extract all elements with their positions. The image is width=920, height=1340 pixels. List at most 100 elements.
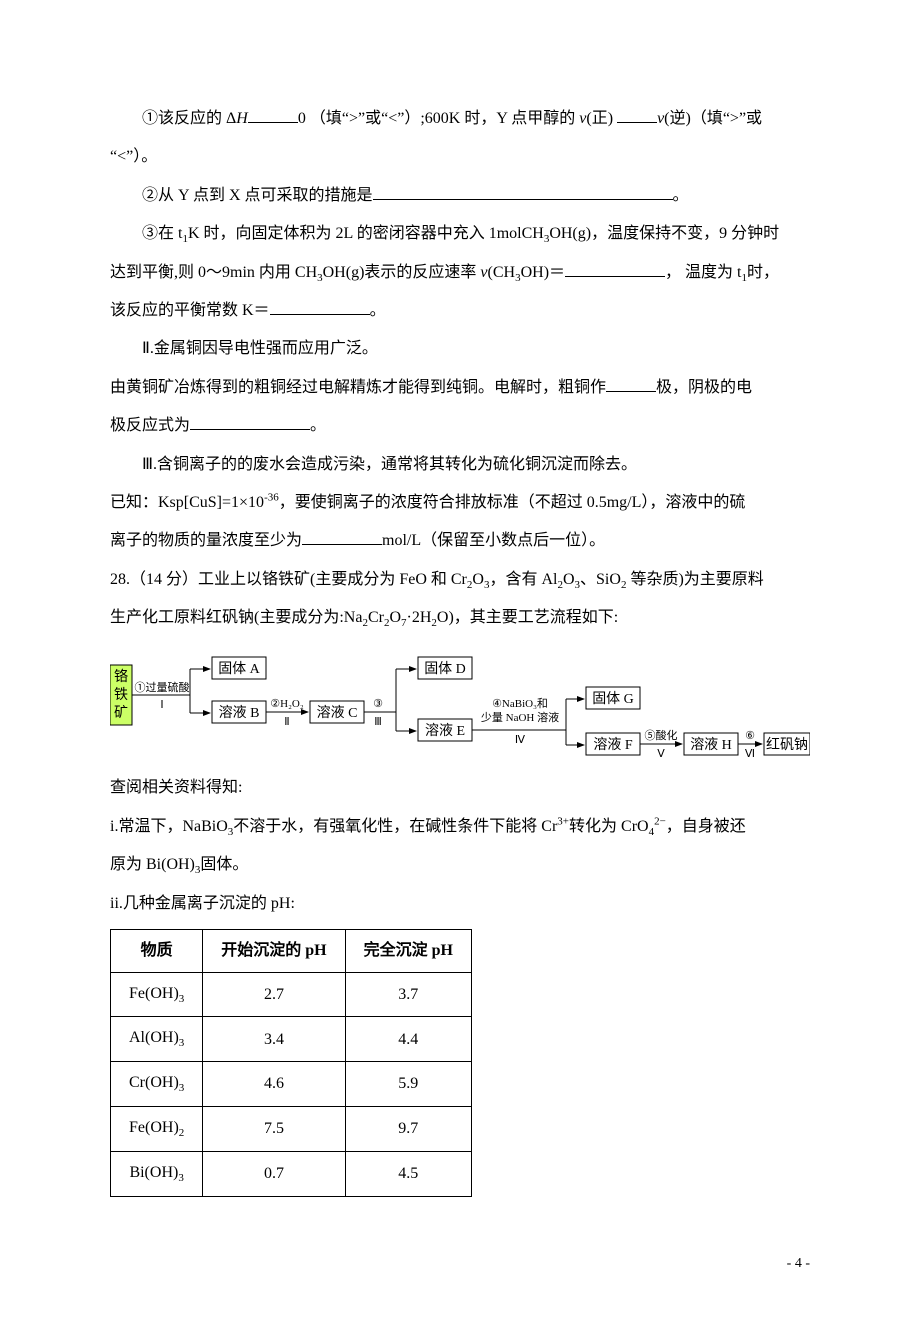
end-ph-cell: 4.5 [345,1151,471,1196]
text: 。 [673,187,689,204]
text: 极反应式为 [110,417,190,434]
start-ph-cell: 4.6 [203,1062,345,1107]
end-ph-cell: 3.7 [345,972,471,1017]
lookup-text: 查阅相关资料得知: [110,769,810,807]
text: K 时，向固定体积为 2L 的密闭容器中充入 1molCH [188,225,544,242]
text: mol/L（保留至小数点后一位）。 [382,532,605,549]
note-i-line1: i.常温下，NaBiO3不溶于水，有强氧化性，在碱性条件下能将 Cr3+转化为 … [110,808,810,846]
step6-top: ⑥ [745,730,755,742]
end-ph-cell: 4.4 [345,1017,471,1062]
table-row: Fe(OH)27.59.7 [111,1106,472,1151]
node-c-text: 溶液 C [317,705,358,721]
node-ore-l3: 矿 [114,705,128,721]
step5-bot: Ⅴ [657,748,665,760]
text: ②从 Y 点到 X 点可采取的措施是 [142,187,373,204]
node-d-text: 固体 D [424,661,466,677]
italic-v: v [480,264,487,281]
step6-bot: Ⅵ [745,748,755,760]
text: OH(g)，温度保持不变，9 分钟时 [549,225,779,242]
ph-table: 物质 开始沉淀的 pH 完全沉淀 pH Fe(OH)32.73.7Al(OH)3… [110,929,472,1197]
q27-ii-line1: 由黄铜矿冶炼得到的粗铜经过电解精炼才能得到纯铜。电解时，粗铜作极，阴极的电 [110,369,810,407]
q27-i-line3: ②从 Y 点到 X 点可采取的措施是 。 [110,177,810,215]
text: Cr [368,609,384,626]
text: 已知：Ksp[CuS]=1×10 [110,494,264,511]
text: 由黄铜矿冶炼得到的粗铜经过电解精炼才能得到纯铜。电解时，粗铜作 [110,379,606,396]
text: 达到平衡,则 0～9min 内用 CH [110,264,317,281]
start-ph-cell: 0.7 [203,1151,345,1196]
note-ii: ii.几种金属离子沉淀的 pH: [110,885,810,923]
step4-bot: Ⅳ [515,734,526,746]
sup: 2− [654,816,666,828]
q27-ii-title: Ⅱ.金属铜因导电性强而应用广泛。 [110,330,810,368]
text: O [472,571,484,588]
blank [373,181,673,200]
step3-bot: Ⅲ [374,716,382,728]
text: O [389,609,401,626]
text: 离子的物质的量浓度至少为 [110,532,302,549]
end-ph-cell: 5.9 [345,1062,471,1107]
text: 0 （填“>”或“<”）;600K 时，Y 点甲醇的 [298,110,579,127]
node-a-text: 固体 A [218,661,260,677]
col-header: 物质 [111,930,203,973]
node-b-text: 溶液 B [219,705,260,721]
table-row: 物质 开始沉淀的 pH 完全沉淀 pH [111,930,472,973]
text: 、SiO [580,571,621,588]
sup: -36 [264,492,279,504]
step4-top: ④NaBiO₃和 [492,697,548,710]
q28-stem-1: 28.（14 分）工业上以铬铁矿(主要成分为 FeO 和 Cr2O3，含有 Al… [110,561,810,599]
text: “<”）。 [110,148,157,165]
text: 不溶于水，有强氧化性，在碱性条件下能将 Cr [233,818,557,835]
text: ，含有 Al [489,571,557,588]
blank [248,104,298,123]
step4-mid: 少量 NaOH 溶液 [481,710,559,724]
text: O)，其主要工艺流程如下: [437,609,618,626]
table-row: Fe(OH)32.73.7 [111,972,472,1017]
text: 等杂质)为主要原料 [626,571,763,588]
start-ph-cell: 3.4 [203,1017,345,1062]
text: OH)＝ [521,264,565,281]
node-ore-l1: 铬 [114,669,128,685]
col-header: 完全沉淀 pH [345,930,471,973]
blank [302,526,382,545]
blank [190,411,310,430]
node-e-text: 溶液 E [425,723,465,739]
q28-stem-2: 生产化工原料红矾钠(主要成分为:Na2Cr2O7·2H2O)，其主要工艺流程如下… [110,599,810,637]
q27-i-line6: 该反应的平衡常数 K＝。 [110,292,810,330]
step5-top: ⑤酸化 [645,728,678,742]
species-cell: Al(OH)3 [111,1017,203,1062]
sup: 3+ [557,816,569,828]
node-h-text: 溶液 H [690,737,732,753]
blank [565,258,665,277]
step3-top: ③ [373,698,383,710]
blank [606,373,656,392]
text: i.常温下，NaBiO [110,818,228,835]
italic-H: H [236,110,248,127]
blank [617,104,657,123]
note-i-line2: 原为 Bi(OH)3固体。 [110,846,810,884]
blank [270,296,370,315]
text: 该反应的平衡常数 K＝ [110,302,270,319]
q27-iii-line1: 已知：Ksp[CuS]=1×10-36，要使铜离子的浓度符合排放标准（不超过 0… [110,484,810,522]
node-f-text: 溶液 F [593,737,632,753]
flowchart-svg: 铬 铁 矿 ①过量硫酸 Ⅰ 固体 A 溶液 B ②H₂O₂ Ⅱ 溶液 C [110,651,810,761]
text: ·2H [407,609,432,626]
species-cell: Cr(OH)3 [111,1062,203,1107]
text: ， 温度为 t [665,264,741,281]
node-g-text: 固体 G [592,691,634,707]
q27-i-line1: ①该反应的 ΔH0 （填“>”或“<”）;600K 时，Y 点甲醇的 v(正) … [110,100,810,138]
text: OH(g)表示的反应速率 [323,264,481,281]
text: 固体。 [200,856,248,873]
text: ，要使铜离子的浓度符合排放标准（不超过 0.5mg/L），溶液中的硫 [279,494,746,511]
q27-i-line5: 达到平衡,则 0～9min 内用 CH3OH(g)表示的反应速率 v(CH3OH… [110,254,810,292]
q27-i-line2: “<”）。 [110,138,810,176]
text: ③在 t [142,225,182,242]
species-cell: Bi(OH)3 [111,1151,203,1196]
table-row: Cr(OH)34.65.9 [111,1062,472,1107]
text: 时， [747,264,779,281]
end-ph-cell: 9.7 [345,1106,471,1151]
step2-bot: Ⅱ [284,716,289,728]
q27-iii-line2: 离子的物质的量浓度至少为 mol/L（保留至小数点后一位）。 [110,522,810,560]
text: (正) [586,110,617,127]
step2-top: ②H₂O₂ [270,698,304,710]
text: 28.（14 分）工业上以铬铁矿(主要成分为 FeO 和 Cr [110,571,467,588]
